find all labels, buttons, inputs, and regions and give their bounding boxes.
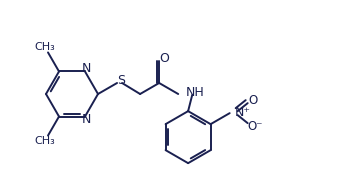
Text: N: N	[81, 113, 91, 126]
Text: S: S	[117, 74, 125, 88]
Text: NH: NH	[186, 87, 205, 99]
Text: O⁻: O⁻	[247, 120, 262, 133]
Text: CH₃: CH₃	[35, 136, 55, 146]
Text: N⁺: N⁺	[235, 106, 251, 119]
Text: O: O	[248, 94, 257, 107]
Text: CH₃: CH₃	[35, 42, 55, 52]
Text: O: O	[159, 52, 169, 65]
Text: N: N	[81, 62, 91, 75]
